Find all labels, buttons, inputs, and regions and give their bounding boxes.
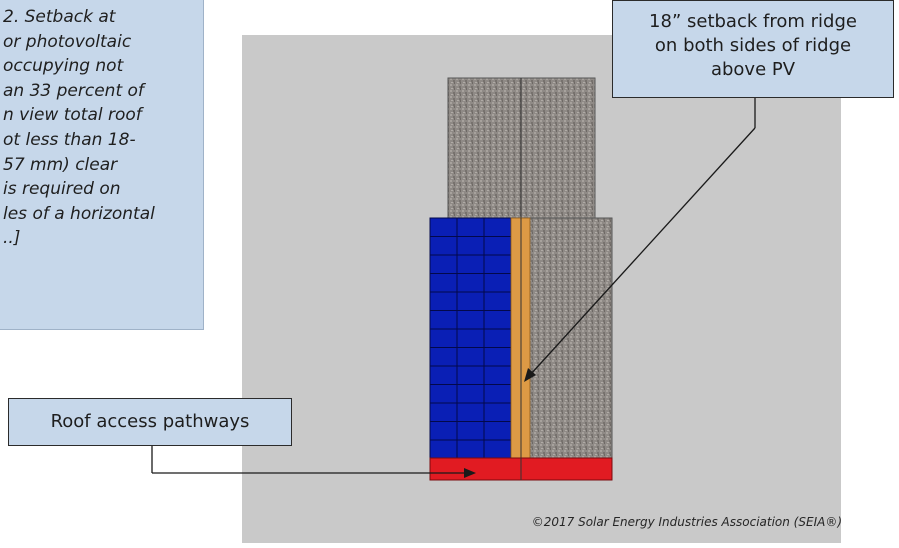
arrow-icon — [151, 446, 476, 478]
code-line: 2. Setback at — [3, 7, 116, 27]
copyright-notice: ©2017 Solar Energy Industries Associatio… — [531, 515, 842, 529]
code-line: n view total roof — [3, 105, 142, 126]
setback-callout: 18” setback from ridge on both sides of … — [612, 0, 894, 98]
code-line: occupying not — [3, 56, 124, 77]
setback-callout-line: on both sides of ridge — [654, 35, 852, 56]
arrow-icon — [524, 98, 756, 382]
building-code-excerpt: 2. Setback at or photovoltaic occupying … — [0, 0, 204, 330]
code-line: 57 mm) clear — [3, 154, 118, 175]
code-line: ot less than 18- — [3, 129, 136, 150]
setback-callout-line: above PV — [710, 59, 796, 80]
code-excerpt-text: 2. Setback at or photovoltaic occupying … — [3, 5, 201, 251]
code-line: or photovoltaic — [3, 31, 132, 52]
code-line: is required on — [3, 179, 121, 200]
pv-panel-array — [429, 217, 512, 459]
code-line: les of a horizontal — [3, 203, 155, 224]
code-line: an 33 percent of — [3, 80, 144, 101]
code-line: ..] — [3, 228, 21, 249]
setback-callout-line: 18” setback from ridge — [649, 11, 857, 32]
pathways-callout: Roof access pathways — [8, 398, 292, 446]
